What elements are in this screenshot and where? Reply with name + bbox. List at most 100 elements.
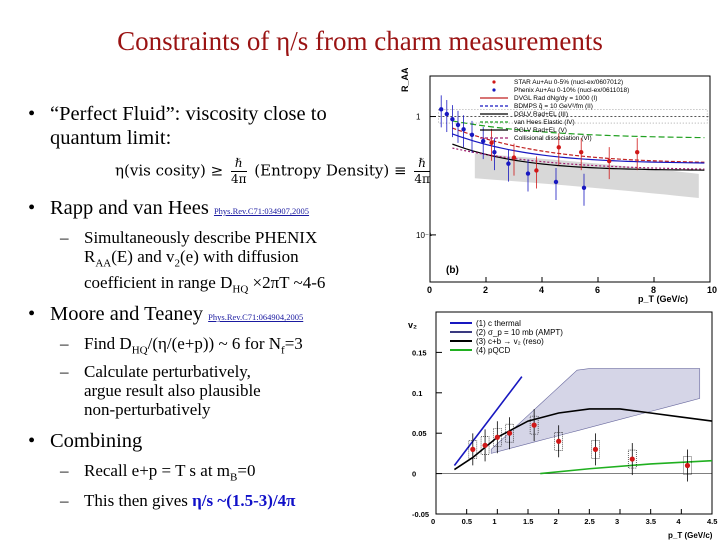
v2-y-tick-label: 0 — [412, 470, 416, 479]
v2-x-axis-label: p_T (GeV/c) — [668, 531, 713, 540]
rapp-subitems: – Simultaneously describe PHENIX RAA(E) … — [60, 228, 325, 300]
raa-y-axis-label: R_AA — [400, 68, 410, 92]
combining-subitems: – Recall e+p = T s at mB=0 – This then g… — [60, 461, 296, 511]
rapp-subitem-2: RAA(E) and v2(e) with diffusion — [84, 247, 299, 270]
v2-theory-curve — [453, 376, 523, 467]
equation-left: η(vis cosity) ≥ — [115, 161, 224, 180]
raa-legend-marker — [492, 88, 496, 92]
v2-x-ticks: 0 0.5 1 1.5 2 2.5 3 3.5 4 4.5 — [431, 509, 717, 526]
bullet-1-line-2: quantum limit: — [50, 127, 172, 149]
bullet-3-text: Moore and Teaney — [50, 303, 204, 325]
v2-data-point — [470, 446, 476, 452]
raa-legend: STAR Au+Au 0-5% (nucl-ex/0607012)Phenix … — [480, 79, 629, 142]
eta-over-s-result: η/s ~(1.5-3)/4π — [192, 491, 296, 511]
raa-legend-label: BDMPS q̂ = 10 GeV²/fm (II) — [514, 103, 593, 110]
v2-legend-label: (2) σ_p = 10 mb (AMPT) — [476, 328, 563, 337]
v2-data-point — [482, 442, 488, 448]
raa-data-point — [481, 138, 486, 144]
raa-y-tick-label: 1 — [416, 113, 421, 122]
v2-y-tick-label: 0.1 — [412, 389, 422, 398]
raa-y-ticks: 10⁻¹ 1 — [416, 113, 436, 240]
v2-x-tick-label: 1 — [492, 517, 496, 526]
v2-y-tick-label: 0.05 — [412, 429, 427, 438]
raa-x-tick-label: 2 — [483, 285, 488, 295]
raa-data-point — [469, 132, 475, 138]
raa-theory-bands — [438, 109, 708, 199]
equation-fraction-2-numerator: ℏ — [414, 156, 430, 172]
v2-data-point — [494, 434, 500, 440]
raa-data-points — [439, 95, 640, 206]
v2-chart: v₂ (1) c thermal(2) σ_p = 10 mb (AMPT)(3… — [408, 311, 717, 540]
raa-data-point — [525, 171, 531, 176]
raa-theory-curve — [452, 120, 705, 139]
raa-data-point — [439, 107, 444, 112]
raa-data-point — [579, 149, 584, 155]
v2-legend: (1) c thermal(2) σ_p = 10 mb (AMPT)(3) c… — [450, 319, 563, 355]
raa-data-point — [506, 161, 511, 166]
raa-x-ticks: 0 2 4 6 8 10 — [427, 277, 717, 295]
raa-x-tick-label: 0 — [427, 285, 432, 295]
raa-data-point — [461, 127, 466, 132]
equation-fraction-2-denominator: 4π — [414, 172, 430, 186]
moore-subitem-2: Calculate perturbatively, — [84, 362, 251, 382]
v2-y-ticks: -0.05 0 0.05 0.1 0.15 — [412, 348, 442, 519]
raa-legend-label: Phenix Au+Au 0-10% (nucl-ex/0611018) — [514, 87, 629, 94]
v2-data-points — [468, 409, 692, 482]
raa-legend-label: Collisional dissociation (VI) — [514, 135, 592, 142]
combining-subitem-1: Recall e+p = T s at mB=0 — [84, 461, 256, 484]
moore-reference-link[interactable]: Phys.Rev.C71:064904,2005 — [208, 312, 304, 322]
raa-x-axis-label: p_T (GeV/c) — [638, 294, 688, 304]
slide-title: Constraints of η/s from charm measuremen… — [117, 26, 603, 56]
raa-data-point — [444, 111, 449, 117]
moore-subitems: – Find DHQ/(η/(e+p)) ~ 6 for Nf=3 – Calc… — [60, 334, 303, 420]
v2-syst-box — [493, 427, 502, 447]
raa-legend-label: DVGL Rad dNg/dy = 1000 (I) — [514, 95, 597, 102]
viscosity-equation: η(vis cosity) ≥ ℏ 4π (Entropy Density) ≡… — [115, 156, 445, 187]
rapp-subitem-1: Simultaneously describe PHENIX — [84, 228, 318, 247]
v2-data-point — [507, 430, 513, 436]
raa-data-point — [492, 149, 497, 155]
v2-data-point — [556, 438, 562, 444]
raa-x-tick-label: 10 — [707, 285, 717, 295]
v2-ampt-band — [490, 368, 701, 454]
v2-legend-label: (1) c thermal — [476, 319, 521, 328]
v2-x-tick-label: 2 — [554, 517, 558, 526]
raa-data-point — [635, 149, 640, 155]
raa-x-tick-label: 6 — [595, 285, 600, 295]
raa-panel-label: (b) — [446, 265, 459, 276]
equation-fraction-1-numerator: ℏ — [230, 156, 247, 172]
v2-legend-label: (3) c+b → v₂ (reso) — [476, 337, 544, 346]
v2-theory-curve — [540, 459, 713, 475]
v2-data-point — [684, 462, 691, 469]
rapp-reference-link[interactable]: Phys.Rev.C71:034907,2005 — [213, 206, 310, 216]
raa-data-point — [581, 185, 587, 190]
moore-subitem-1: Find DHQ/(η/(e+p)) ~ 6 for Nf=3 — [84, 334, 303, 357]
v2-x-tick-label: 1.5 — [523, 517, 533, 526]
raa-theory-band-grey — [474, 153, 699, 199]
raa-data-point — [489, 140, 494, 145]
v2-x-tick-label: 3.5 — [646, 517, 656, 526]
moore-subitem-3: argue result also plausible — [84, 381, 261, 401]
raa-y-tick-label: 10⁻¹ — [416, 231, 432, 240]
raa-legend-label: van Hees Elastic (IV) — [514, 119, 575, 126]
bullet-1-line-1: “Perfect Fluid”: viscosity close to — [50, 103, 327, 125]
v2-legend-label: (4) pQCD — [476, 346, 510, 355]
raa-data-point — [450, 116, 455, 122]
raa-x-tick-label: 8 — [651, 285, 656, 295]
raa-data-point — [511, 155, 517, 160]
equation-fraction-1-denominator: 4π — [230, 172, 247, 186]
v2-x-tick-label: 2.5 — [584, 517, 594, 526]
bullet-2-text: Rapp and van Hees — [50, 197, 209, 219]
bullet-4-text: Combining — [50, 430, 143, 452]
combining-subitem-2: This then gives η/s ~(1.5-3)/4π — [84, 491, 296, 511]
raa-theory-band-hatched — [438, 109, 708, 124]
v2-y-tick-label: 0.15 — [412, 348, 427, 357]
v2-x-tick-label: 4 — [676, 517, 681, 526]
equation-middle: (Entropy Density) ≡ — [254, 161, 407, 180]
raa-data-point — [556, 145, 561, 150]
raa-data-point — [607, 158, 612, 164]
raa-data-point — [455, 122, 461, 128]
rapp-subitem-3: coefficient in range DHQ ×2πT ~4-6 — [84, 273, 326, 296]
raa-legend-label: DGLV Rad+EL (V) — [514, 127, 567, 134]
v2-theory-band — [436, 368, 712, 474]
